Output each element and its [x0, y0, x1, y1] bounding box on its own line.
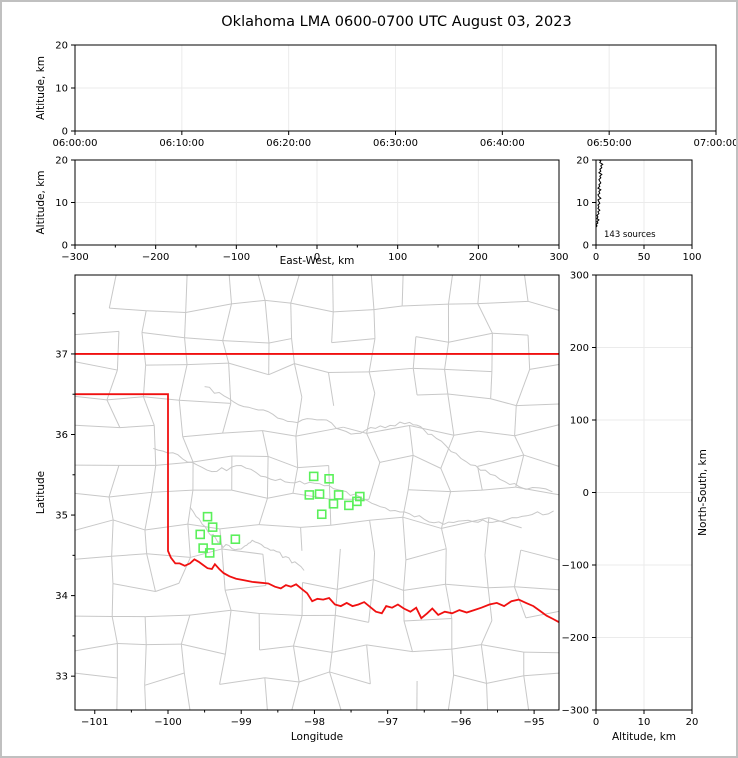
figure-title: Oklahoma LMA 0600-0700 UTC August 03, 20…: [221, 14, 572, 30]
y-tick-label: 100: [570, 416, 589, 427]
x-tick-label: 06:50:00: [587, 138, 632, 149]
lma-source-marker: [328, 498, 339, 509]
panel-ns_height: 0 10 20 −300 −200 −100 0 100 200 300 Altitude, km N…: [562, 271, 709, 744]
y-tick-label: 0: [62, 127, 68, 138]
x-tick-label: 06:10:00: [159, 138, 204, 149]
y-tick-label: 300: [570, 271, 589, 282]
panel-time_height: 06:00:00 06:10:00 06:20:00 06:30:00 06:40:00…: [35, 41, 738, 150]
lma-source-marker: [352, 496, 362, 507]
x-tick-label: 300: [549, 252, 568, 263]
y-tick-label: 10: [55, 198, 68, 209]
y-tick-label: 34: [55, 591, 68, 602]
x-tick-label: −200: [142, 252, 169, 263]
x-tick-label: 06:30:00: [373, 138, 418, 149]
x-tick-label: −99: [231, 717, 252, 728]
grid-lines: [596, 160, 692, 245]
x-tick-label: −96: [450, 717, 471, 728]
panel-content-map: [75, 275, 559, 710]
x-tick-label: 200: [469, 252, 488, 263]
x-axis-label: East-West, km: [280, 255, 355, 267]
x-tick-label: −98: [304, 717, 325, 728]
grid-lines: [596, 275, 692, 710]
x-tick-label: 06:00:00: [53, 138, 98, 149]
y-tick-label: 36: [55, 430, 68, 441]
x-tick-label: 0: [314, 252, 320, 263]
altitude-histogram-line: [595, 159, 604, 245]
lma-source-marker: [230, 534, 241, 545]
y-tick-label: 0: [62, 241, 68, 252]
y-tick-label: 37: [55, 349, 68, 360]
y-tick-label: 10: [576, 198, 589, 209]
y-axis-label: Altitude, km: [35, 170, 47, 234]
x-tick-label: 10: [638, 717, 651, 728]
y-axis-label: Altitude, km: [35, 56, 47, 120]
x-tick-label: 0: [593, 717, 599, 728]
lma-source-marker: [207, 522, 218, 532]
grid-lines: [75, 45, 716, 131]
axis-ticks-and-labels: 0 50 100 0 10 20: [576, 156, 701, 264]
axis-ticks-and-labels: 06:00:00 06:10:00 06:20:00 06:30:00 06:40:00…: [53, 41, 738, 150]
axis-ticks-and-labels: −300 −200 −100 0 100 200 300 0 10 20: [55, 156, 568, 264]
lma-source-marker: [314, 489, 325, 499]
lma-source-marker: [324, 474, 334, 484]
x-tick-label: −97: [377, 717, 398, 728]
x-tick-label: −100: [223, 252, 250, 263]
lma-source-marker: [355, 491, 365, 502]
lma-source-marker: [204, 548, 215, 558]
lma-source-markers: [195, 471, 365, 558]
lma-source-marker: [202, 511, 213, 522]
river-lines: [153, 386, 554, 571]
grid-lines: [75, 160, 559, 245]
x-tick-label: −101: [81, 717, 108, 728]
axis-ticks-and-labels: −101 −100 −99 −98 −97 −96 −95 33 34 35 36 37: [55, 313, 545, 728]
x-tick-label: 06:40:00: [480, 138, 525, 149]
y-tick-label: 33: [55, 672, 68, 683]
x-tick-label: −100: [154, 717, 181, 728]
x-tick-label: 50: [638, 252, 651, 263]
x-tick-label: 07:00:00: [694, 138, 738, 149]
y-tick-label: 0: [583, 241, 589, 252]
lma-source-marker: [198, 543, 208, 553]
x-tick-label: 100: [388, 252, 407, 263]
y-tick-label: 200: [570, 343, 589, 354]
y-tick-label: 10: [55, 84, 68, 95]
x-tick-label: 0: [593, 252, 599, 263]
panel-ew_height: −300 −200 −100 0 100 200 300 0 10 20 East-West, km…: [35, 156, 569, 268]
axis-ticks-and-labels: 0 10 20 −300 −200 −100 0 100 200 300: [562, 271, 699, 729]
lma-source-marker: [344, 500, 354, 511]
lma-source-marker: [211, 535, 222, 545]
lma-source-marker: [316, 509, 327, 520]
y-tick-label: 35: [55, 511, 68, 522]
lma-source-marker: [195, 529, 206, 540]
x-tick-label: 06:20:00: [266, 138, 311, 149]
lma-source-marker: [308, 471, 319, 482]
source-count-annotation: 143 sources: [604, 230, 656, 240]
y-tick-label: −200: [562, 633, 589, 644]
x-tick-label: −300: [61, 252, 88, 263]
y-tick-label: −300: [562, 706, 589, 717]
y-axis-label: Latitude: [35, 471, 47, 514]
panel-content-alt_hist: [595, 159, 604, 245]
y-tick-label: 20: [55, 156, 68, 167]
x-axis-label: Altitude, km: [612, 731, 676, 743]
x-axis-label: Longitude: [291, 731, 343, 743]
lma-source-marker: [333, 490, 344, 500]
panel-alt_hist: 143 sources 0 50 100 0 10 20: [576, 156, 701, 264]
y-axis-label: North-South, km: [697, 449, 709, 536]
x-tick-label: −95: [524, 717, 545, 728]
county-boundaries: [75, 275, 559, 710]
panel-map: −101 −100 −99 −98 −97 −96 −95 33 34 35 36 37 Longitu…: [35, 274, 560, 743]
lma-source-marker: [304, 490, 315, 500]
oklahoma-state-border: [75, 353, 559, 623]
panel-frame: [74, 274, 560, 711]
y-tick-label: −100: [562, 561, 589, 572]
y-tick-label: 20: [55, 41, 68, 52]
y-tick-label: 0: [583, 488, 589, 499]
x-tick-label: 100: [682, 252, 701, 263]
state-border-west-and-red-river: [75, 393, 559, 623]
x-tick-label: 20: [686, 717, 699, 728]
y-tick-label: 20: [576, 156, 589, 167]
